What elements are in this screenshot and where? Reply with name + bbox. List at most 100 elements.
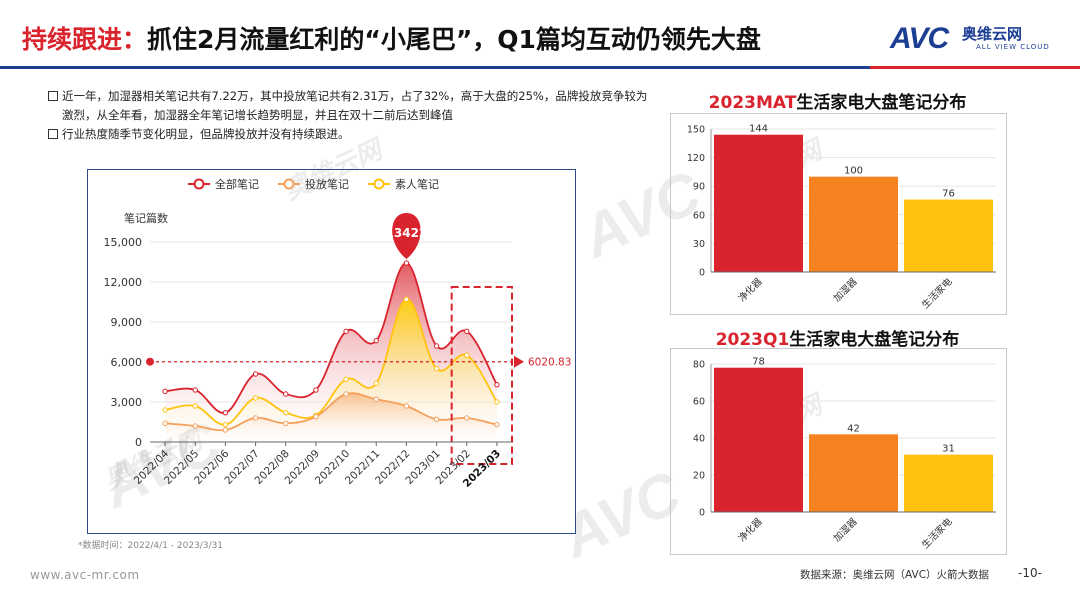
data-point[interactable]	[313, 413, 319, 420]
data-point[interactable]	[252, 415, 259, 421]
data-point[interactable]	[494, 381, 500, 388]
data-point[interactable]	[192, 423, 198, 429]
y-tick-label: 120	[687, 153, 705, 164]
legend-marker[interactable]	[193, 178, 205, 190]
bar-chart-2: 0 20 40 60 80 78 净化器 42 加湿器 31 生活家电	[693, 357, 996, 551]
bar[interactable]	[714, 134, 803, 272]
y-tick-label: 90	[693, 182, 705, 193]
data-point[interactable]	[192, 403, 198, 409]
logo-en: ALL VIEW CLOUD	[976, 43, 1050, 51]
brand-logo: AVC 奥维云网 ALL VIEW CLOUD	[890, 22, 1060, 56]
y-tick-label: 60	[693, 397, 705, 408]
bar[interactable]	[809, 176, 898, 272]
bar-chart-2-title-rest: 生活家电大盘笔记分布	[789, 330, 960, 350]
x-tick-label: 加湿器	[832, 276, 860, 304]
data-point[interactable]	[494, 421, 500, 428]
data-point[interactable]	[162, 388, 168, 395]
legend-marker[interactable]	[373, 178, 385, 190]
y-tick-label: 80	[693, 360, 705, 371]
data-point[interactable]	[494, 399, 500, 405]
page-title: 持续跟进：抓住2月流量红利的“小尾巴”，Q1篇均互动仍领先大盘	[22, 20, 761, 56]
footer-url[interactable]: www.avc-mr.com	[30, 568, 140, 582]
average-line-start	[146, 357, 154, 366]
page-number: -10-	[1018, 566, 1042, 580]
bar-chart-1-title: 2023MAT生活家电大盘笔记分布	[670, 88, 1005, 113]
y-tick-label: 9,000	[111, 316, 143, 329]
data-point[interactable]	[222, 427, 229, 433]
y-tick-label: 12,000	[104, 276, 143, 289]
data-point[interactable]	[464, 328, 470, 335]
legend-label[interactable]: 全部笔记	[215, 177, 259, 191]
bar-chart-1-title-rest: 生活家电大盘笔记分布	[796, 93, 967, 113]
line-chart-frame: 全部笔记 投放笔记 素人笔记 笔记篇数 0 3,000 6,000 9,000 12,000…	[87, 169, 576, 534]
data-point[interactable]	[313, 387, 319, 393]
data-point[interactable]	[343, 391, 349, 397]
y-tick-label: 0	[135, 436, 142, 449]
peak-label: 13422	[386, 226, 428, 240]
bar-chart-2-title-highlight: 2023Q1	[715, 330, 790, 350]
data-point[interactable]	[373, 396, 379, 403]
bar[interactable]	[904, 454, 993, 512]
header-divider-accent	[870, 66, 1080, 69]
logo-cn: 奥维云网	[962, 25, 1023, 43]
y-tick-label: 60	[693, 210, 705, 221]
header-divider	[0, 66, 1080, 69]
checkbox-icon	[48, 129, 58, 139]
data-period-note: *数据时间：2022/4/1 - 2023/3/31	[78, 541, 224, 551]
bar-chart-1-title-highlight: 2023MAT	[708, 93, 797, 113]
bar-value-label: 42	[847, 423, 860, 434]
y-tick-label: 20	[693, 471, 705, 482]
title-rest: 抓住2月流量红利的“小尾巴”，Q1篇均互动仍领先大盘	[147, 25, 761, 54]
data-point[interactable]	[283, 420, 289, 427]
legend-label[interactable]: 素人笔记	[395, 177, 439, 191]
average-line-arrow	[514, 355, 524, 368]
y-tick-label: 0	[699, 508, 705, 519]
data-point[interactable]	[252, 395, 259, 401]
bullet-text: 近一年，加湿器相关笔记共有7.22万，其中投放笔记共有2.31万，占了32%，高…	[62, 89, 648, 122]
x-tick-label: 生活家电	[919, 515, 955, 551]
data-point[interactable]	[222, 409, 229, 416]
bar-chart-1: 0 30 60 90 120 150 144 净化器 100 加湿器 76 生活家电	[687, 124, 996, 311]
data-point[interactable]	[192, 387, 198, 393]
area-素人笔记	[165, 299, 497, 442]
data-point[interactable]	[433, 365, 440, 372]
bar-value-label: 31	[942, 444, 955, 455]
data-point[interactable]	[373, 380, 379, 387]
x-tick-label: 净化器	[736, 275, 765, 304]
data-point[interactable]	[464, 352, 470, 359]
data-point[interactable]	[403, 403, 410, 409]
bullet-text: 行业热度随季节变化明显，但品牌投放并没有持续跟进。	[62, 127, 350, 141]
x-tick-label: 加湿器	[832, 516, 860, 544]
bullet-list: 近一年，加湿器相关笔记共有7.22万，其中投放笔记共有2.31万，占了32%，高…	[48, 87, 658, 144]
data-point[interactable]	[283, 391, 289, 397]
data-point[interactable]	[433, 416, 440, 423]
data-point[interactable]	[403, 296, 410, 303]
bar[interactable]	[714, 367, 803, 512]
data-point[interactable]	[162, 407, 168, 413]
legend-label[interactable]: 投放笔记	[305, 177, 349, 191]
average-line-label: 6020.83	[528, 357, 571, 369]
y-tick-label: 150	[687, 125, 705, 136]
line-chart: 全部笔记 投放笔记 素人笔记 笔记篇数 0 3,000 6,000 9,000 12,000…	[104, 177, 572, 490]
y-tick-label: 30	[693, 239, 705, 250]
bullet-item: 近一年，加湿器相关笔记共有7.22万，其中投放笔记共有2.31万，占了32%，高…	[48, 87, 658, 125]
data-point[interactable]	[373, 337, 379, 344]
checkbox-icon	[48, 91, 58, 101]
y-tick-label: 6,000	[111, 356, 143, 369]
data-point[interactable]	[343, 328, 349, 335]
bar-chart-2-title: 2023Q1生活家电大盘笔记分布	[670, 325, 1005, 350]
data-point[interactable]	[464, 415, 470, 421]
bar[interactable]	[904, 199, 993, 272]
data-point[interactable]	[252, 371, 259, 377]
y-tick-label: 0	[699, 268, 705, 279]
legend-marker[interactable]	[283, 178, 295, 190]
data-point[interactable]	[433, 343, 440, 349]
data-point[interactable]	[403, 260, 410, 266]
data-point[interactable]	[283, 409, 289, 416]
y-axis-label: 笔记篇数	[124, 211, 168, 225]
data-point[interactable]	[222, 421, 229, 428]
data-point[interactable]	[343, 376, 349, 383]
y-tick-label: 3,000	[111, 396, 143, 409]
data-point[interactable]	[162, 420, 168, 427]
bar[interactable]	[809, 434, 898, 512]
